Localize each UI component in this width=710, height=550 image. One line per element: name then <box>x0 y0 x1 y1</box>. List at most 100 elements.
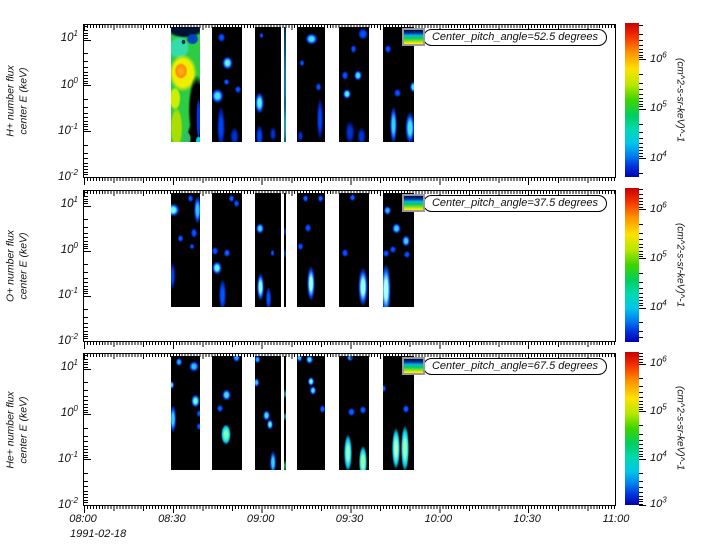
minor-tick <box>639 155 643 157</box>
minor-tick <box>639 51 643 53</box>
flux-blob <box>357 442 369 471</box>
x-minor-ticks-bottom <box>84 177 615 181</box>
flux-blob <box>297 129 304 143</box>
minor-tick <box>84 390 88 392</box>
x-medium-ticks-bottom <box>84 341 615 347</box>
flux-blob <box>212 86 226 106</box>
flux-blob <box>305 356 314 366</box>
power-of-ten-label: 10-1 <box>58 286 78 302</box>
flux-blob <box>255 356 261 365</box>
flux-blob <box>409 80 414 94</box>
flux-blob <box>301 194 309 204</box>
power-of-ten-label: 105 <box>650 402 667 417</box>
minor-tick <box>84 382 88 384</box>
minor-tick <box>84 449 88 451</box>
minor-tick <box>84 409 88 411</box>
colorbar-o-plus[interactable] <box>625 188 639 342</box>
data-segment <box>255 193 282 307</box>
power-of-ten-label: 101 <box>60 358 78 374</box>
flux-blob <box>382 248 391 258</box>
minor-tick <box>639 97 643 99</box>
x-major-ticks-bottom <box>84 505 615 513</box>
minor-tick <box>84 285 88 287</box>
minor-tick <box>84 172 88 174</box>
minor-tick <box>84 472 88 474</box>
flux-blob <box>383 204 393 216</box>
minor-tick <box>84 248 88 250</box>
minor-tick <box>639 305 643 307</box>
power-of-ten-label: 104 <box>650 148 667 164</box>
minor-tick <box>84 198 88 200</box>
minor-tick <box>639 57 643 59</box>
major-tick <box>84 368 91 370</box>
minor-tick <box>84 37 88 39</box>
plot-area-h-plus[interactable]: Center_pitch_angle=52.5 degrees <box>83 24 616 185</box>
minor-tick <box>84 61 88 63</box>
legend-he-plus[interactable]: Center_pitch_angle=67.5 degrees <box>401 357 607 375</box>
plot-area-o-plus[interactable]: Center_pitch_angle=37.5 degrees <box>83 190 616 349</box>
legend-h-plus[interactable]: Center_pitch_angle=52.5 degrees <box>401 28 607 46</box>
major-tick <box>84 340 91 342</box>
minor-tick <box>639 302 643 304</box>
flux-blob <box>170 379 175 390</box>
major-tick <box>84 413 91 415</box>
flux-blob <box>269 125 278 143</box>
power-of-ten-label: 10-1 <box>58 121 78 137</box>
minor-tick <box>639 296 643 298</box>
minor-tick <box>84 71 88 73</box>
colorbar-h-plus[interactable] <box>625 23 639 177</box>
flux-blob <box>343 118 356 143</box>
y-axis-title-line1: O+ number flux <box>4 229 17 303</box>
flux-blob <box>220 54 235 71</box>
minor-tick <box>84 128 88 130</box>
minor-tick <box>639 409 643 410</box>
major-tick <box>639 411 646 413</box>
flux-blob <box>316 93 325 143</box>
flux-blob <box>284 388 286 400</box>
legend-label: Center_pitch_angle=52.5 degrees <box>422 28 607 46</box>
minor-tick <box>84 271 88 273</box>
minor-tick <box>84 67 88 69</box>
flux-blob <box>390 222 402 235</box>
major-tick <box>84 250 91 252</box>
plot-area-he-plus[interactable]: Center_pitch_angle=67.5 degrees <box>83 353 616 513</box>
flux-blob <box>170 258 177 293</box>
major-tick <box>639 59 646 61</box>
minor-tick <box>639 153 643 155</box>
minor-tick <box>639 256 643 258</box>
minor-tick <box>639 396 643 398</box>
flux-blob <box>255 222 265 235</box>
colorbar-unit-label: (cm^2-s-sr-keV)^-1 <box>674 386 686 471</box>
major-tick <box>639 158 646 160</box>
minor-tick <box>84 226 88 228</box>
flux-blob <box>195 422 200 432</box>
power-of-ten-label: 100 <box>60 404 78 420</box>
colorbar-he-plus[interactable] <box>625 352 639 505</box>
minor-tick <box>84 445 88 447</box>
flux-blob <box>400 234 412 248</box>
minor-tick <box>84 326 88 328</box>
legend-o-plus[interactable]: Center_pitch_angle=37.5 degrees <box>401 194 607 212</box>
y-axis-title-line1: H+ number flux <box>4 65 17 137</box>
flux-blob <box>403 249 411 259</box>
flux-blob <box>216 101 227 143</box>
major-tick <box>84 205 91 207</box>
minor-tick <box>639 331 643 333</box>
y-axis-title-he-plus: He+ number flux center E (keV) <box>2 353 32 506</box>
minor-tick <box>639 44 643 46</box>
minor-tick <box>84 201 88 203</box>
spectrogram-thumbnail-icon <box>401 194 425 212</box>
colorbar-tick-labels: 106 105 104 <box>650 23 674 177</box>
minor-tick <box>639 378 643 380</box>
flux-blob <box>306 375 316 388</box>
major-tick <box>639 307 646 309</box>
flux-blob <box>221 388 232 402</box>
minor-tick <box>639 386 643 388</box>
colorbar-ticks <box>639 188 649 342</box>
minor-tick <box>84 75 88 77</box>
flux-blob <box>352 69 364 82</box>
minor-tick <box>639 281 643 283</box>
flux-blob <box>297 356 304 363</box>
x-major-ticks-bottom <box>84 177 615 185</box>
minor-tick <box>84 316 88 318</box>
